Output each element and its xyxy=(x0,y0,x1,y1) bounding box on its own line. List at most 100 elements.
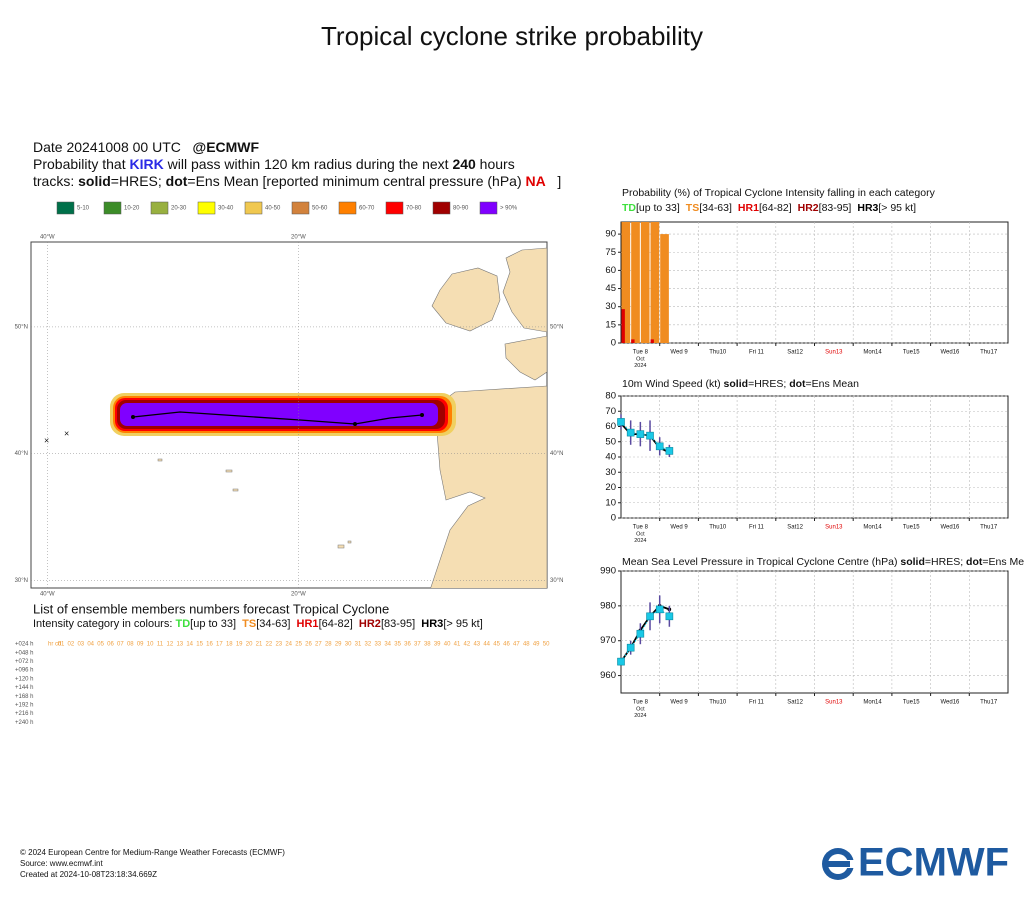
logo-icon xyxy=(826,861,850,867)
legend-label: 10-20 xyxy=(124,206,140,212)
track-point xyxy=(353,422,357,426)
x-sublabel: Oct xyxy=(636,706,645,712)
france xyxy=(504,335,547,381)
lat-label: 50°N xyxy=(550,324,563,330)
legend-swatch xyxy=(103,201,122,215)
logo: ECMWF xyxy=(822,841,1009,885)
member-number: 38 xyxy=(424,642,431,648)
member-number: 22 xyxy=(266,642,273,648)
legend-swatch xyxy=(197,201,216,215)
bar xyxy=(621,309,625,343)
member-number: 45 xyxy=(493,642,500,648)
member-number: 39 xyxy=(434,642,441,648)
legend-swatch xyxy=(338,201,357,215)
legend-range: [64-82] xyxy=(759,202,792,214)
legend-label: 80-90 xyxy=(453,206,469,212)
x-tick-label: Wed 9 xyxy=(670,525,688,531)
text-part: solid xyxy=(900,556,925,568)
legend-swatch xyxy=(291,201,310,215)
member-number: 19 xyxy=(236,642,243,648)
x-tick-label: Fri 11 xyxy=(749,350,765,356)
y-tick-label: 990 xyxy=(600,566,616,577)
member-number: 44 xyxy=(483,642,490,648)
x-tick-label: Mon14 xyxy=(863,525,882,531)
text-part: Date 20241008 00 UTC xyxy=(33,139,193,155)
member-number: 21 xyxy=(256,642,263,648)
lat-label: 40°N xyxy=(550,451,563,457)
y-tick-label: 10 xyxy=(605,497,616,508)
swath-band xyxy=(120,403,438,426)
lead-time: +240 h xyxy=(15,720,34,726)
member-number: 49 xyxy=(533,642,540,648)
chart-title: Mean Sea Level Pressure in Tropical Cycl… xyxy=(622,556,1024,568)
lead-time: +168 h xyxy=(15,694,34,700)
text-part: [34-63] xyxy=(256,618,296,630)
ens-mean-marker xyxy=(626,428,635,437)
text-part: [83-95] xyxy=(381,618,421,630)
x-tick-label: Sat12 xyxy=(787,350,803,356)
chart: 10m Wind Speed (kt) solid=HRES; dot=Ens … xyxy=(605,378,1009,544)
text-part: =HRES; xyxy=(925,556,966,568)
lead-time: +216 h xyxy=(15,711,34,717)
legend-label: 5-10 xyxy=(77,206,90,212)
logo-text: ECMWF xyxy=(858,841,1009,885)
bar xyxy=(640,222,650,343)
y-tick-label: 45 xyxy=(605,283,616,294)
y-tick-label: 30 xyxy=(605,467,616,478)
track-point xyxy=(420,413,424,417)
lead-time: +096 h xyxy=(15,668,34,674)
legend-label: 50-60 xyxy=(312,206,328,212)
member-number: 05 xyxy=(97,642,104,648)
x-tick-label: Tue 8 xyxy=(633,700,649,706)
member-number: 20 xyxy=(246,642,253,648)
footer-line: Created at 2024-10-08T23:18:34.669Z xyxy=(20,870,157,879)
member-number: 40 xyxy=(444,642,451,648)
chart: Probability (%) of Tropical Cyclone Inte… xyxy=(605,187,1009,369)
ens-mean-marker xyxy=(655,442,664,451)
text-part: ] xyxy=(546,173,562,189)
lat-label: 30°N xyxy=(15,578,28,584)
lat-label: 40°N xyxy=(15,451,28,457)
text-part: tracks: xyxy=(33,173,78,189)
y-tick-label: 15 xyxy=(605,319,616,330)
text-part: =Ens Mean xyxy=(982,556,1024,568)
member-number: 14 xyxy=(186,642,193,648)
text-part: [64-82] xyxy=(319,618,359,630)
ens-mean-marker xyxy=(646,431,654,440)
track-point xyxy=(131,415,135,419)
member-number: 10 xyxy=(147,642,154,648)
legend-name: HR1 xyxy=(738,202,759,214)
text-part: HR3 xyxy=(421,618,443,630)
y-tick-label: 75 xyxy=(605,247,616,258)
text-part: 10m Wind Speed (kt) xyxy=(622,378,724,390)
y-tick-label: 970 xyxy=(600,635,616,646)
member-number: 28 xyxy=(325,642,332,648)
bar xyxy=(631,222,640,343)
britain xyxy=(502,247,547,333)
bar xyxy=(660,234,669,343)
member-number: 25 xyxy=(295,642,302,648)
legend-range: [34-63] xyxy=(699,202,732,214)
text-part: [> 95 kt] xyxy=(443,618,482,630)
ens-mean-marker xyxy=(617,657,625,666)
x-tick-label: Tue 8 xyxy=(633,350,649,356)
y-tick-label: 980 xyxy=(600,600,616,611)
member-number: 46 xyxy=(503,642,510,648)
member-number: 23 xyxy=(275,642,282,648)
chart: Mean Sea Level Pressure in Tropical Cycl… xyxy=(600,556,1024,719)
lead-time: +072 h xyxy=(15,659,34,665)
legend: TD[up to 33] TS[34-63] HR1[64-82] HR2[83-95… xyxy=(622,202,916,214)
legend-range: [> 95 kt] xyxy=(878,202,916,214)
ens-mean-marker xyxy=(655,605,664,614)
member-number: 43 xyxy=(473,642,480,648)
member-number: 30 xyxy=(345,642,352,648)
text-part: HR2 xyxy=(359,618,381,630)
land xyxy=(157,247,547,588)
iberia-africa xyxy=(430,385,547,588)
text-part: dot xyxy=(789,378,806,390)
member-number: 50 xyxy=(543,642,550,648)
member-number: 41 xyxy=(454,642,461,648)
legend-label: 30-40 xyxy=(218,206,234,212)
member-number: 24 xyxy=(285,642,292,648)
x-tick-label: Wed 9 xyxy=(670,350,688,356)
